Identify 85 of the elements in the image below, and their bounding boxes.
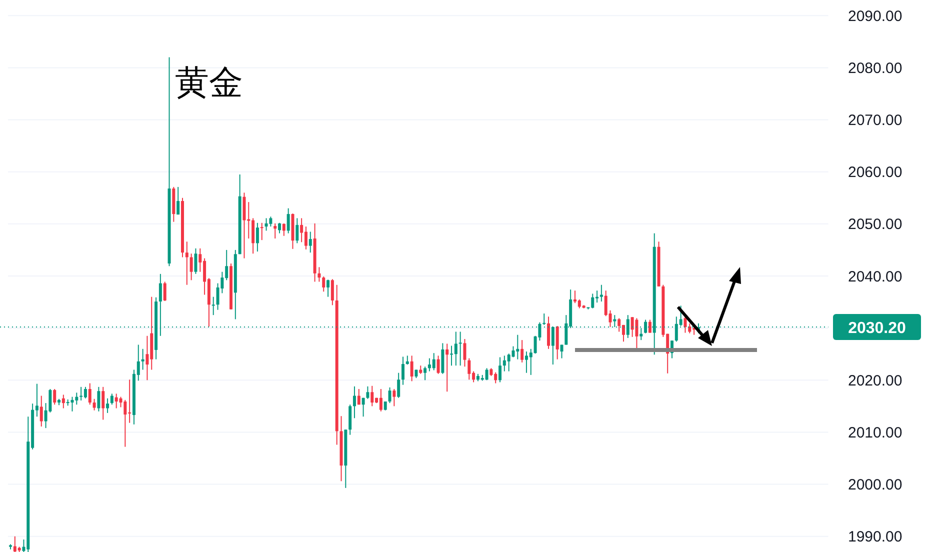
candlestick: [330, 278, 334, 306]
y-tick-label: 2070.00: [848, 112, 902, 130]
candlestick: [296, 218, 299, 244]
candlestick: [635, 318, 638, 350]
candlestick: [547, 316, 550, 350]
candlestick: [485, 368, 488, 381]
candlestick: [454, 331, 458, 366]
candlestick: [163, 281, 166, 302]
candlestick: [322, 276, 326, 292]
candlestick: [397, 372, 400, 398]
candlestick: [212, 296, 215, 316]
candlestick: [392, 388, 396, 407]
candlestick: [401, 356, 404, 386]
y-tick-label: 2020.00: [848, 372, 902, 390]
y-tick-label: 2080.00: [848, 60, 902, 78]
candlestick: [507, 353, 510, 372]
candlestick: [512, 346, 515, 358]
candlestick: [194, 248, 198, 274]
candlestick: [40, 395, 43, 427]
candlestick: [436, 355, 440, 374]
y-tick-label: 2050.00: [848, 216, 902, 234]
candlestick: [53, 388, 56, 406]
candlestick: [600, 284, 603, 302]
candlestick: [362, 397, 365, 418]
candlestick: [264, 218, 268, 232]
candlestick: [92, 398, 96, 411]
candlestick: [80, 386, 83, 401]
candlestick: [274, 222, 277, 240]
y-tick-label: 2060.00: [848, 164, 902, 182]
candlestick: [124, 399, 127, 448]
candlestick: [176, 186, 180, 216]
candlestick: [560, 344, 564, 359]
candlestick: [88, 382, 92, 406]
candlestick: [688, 322, 692, 334]
text: 黄金: [175, 62, 243, 105]
y-tick-label: 2000.00: [848, 476, 902, 494]
candlestick: [70, 396, 74, 412]
candlestick: [468, 358, 471, 380]
candlestick: [424, 366, 427, 381]
candlestick: [630, 316, 634, 338]
candlestick: [352, 386, 356, 419]
y-tick-label: 1990.00: [848, 528, 902, 546]
y-tick-label: 2010.00: [848, 424, 902, 442]
candlestick: [286, 208, 290, 234]
candlestick: [432, 352, 436, 371]
candlestick: [110, 393, 114, 406]
candlestick: [102, 386, 105, 420]
candlestick: [62, 394, 65, 409]
candlestick: [556, 325, 559, 360]
candlestick: [190, 253, 193, 281]
candlestick: [141, 348, 144, 370]
candlestick: [185, 241, 188, 286]
ref-line-label: 2030.20: [848, 320, 906, 338]
candlestick: [379, 388, 382, 412]
candlestick: [618, 318, 621, 332]
candlestick: [498, 356, 502, 383]
candlestick: [260, 222, 264, 241]
candlestick: [348, 404, 352, 436]
candlestick: [282, 222, 286, 236]
candlestick: [278, 222, 282, 234]
candlestick: [146, 335, 149, 381]
y-tick-label: 2090.00: [848, 8, 902, 25]
candlestick: [648, 319, 652, 334]
candlestick: [269, 216, 272, 228]
candlestick: [458, 331, 462, 366]
candlestick: [318, 266, 321, 282]
candlestick: [446, 343, 449, 392]
candlestick: [370, 385, 374, 407]
candlestick: [388, 386, 392, 404]
candlestick: [520, 340, 524, 363]
candlestick: [463, 338, 466, 368]
candlestick: [106, 398, 110, 414]
candlestick: [300, 218, 304, 243]
candlestick: [97, 386, 100, 412]
y-tick-label: 2040.00: [848, 268, 902, 286]
candlestick: [366, 386, 370, 400]
candlestick: [357, 388, 360, 406]
candlestick: [84, 386, 87, 399]
candlestick: [308, 231, 312, 254]
candlestick: [256, 222, 259, 252]
candlestick: [326, 279, 330, 298]
candlestick: [441, 342, 444, 374]
candlestick: [242, 192, 246, 259]
candlestick: [304, 226, 308, 250]
candlestick: [410, 355, 414, 382]
